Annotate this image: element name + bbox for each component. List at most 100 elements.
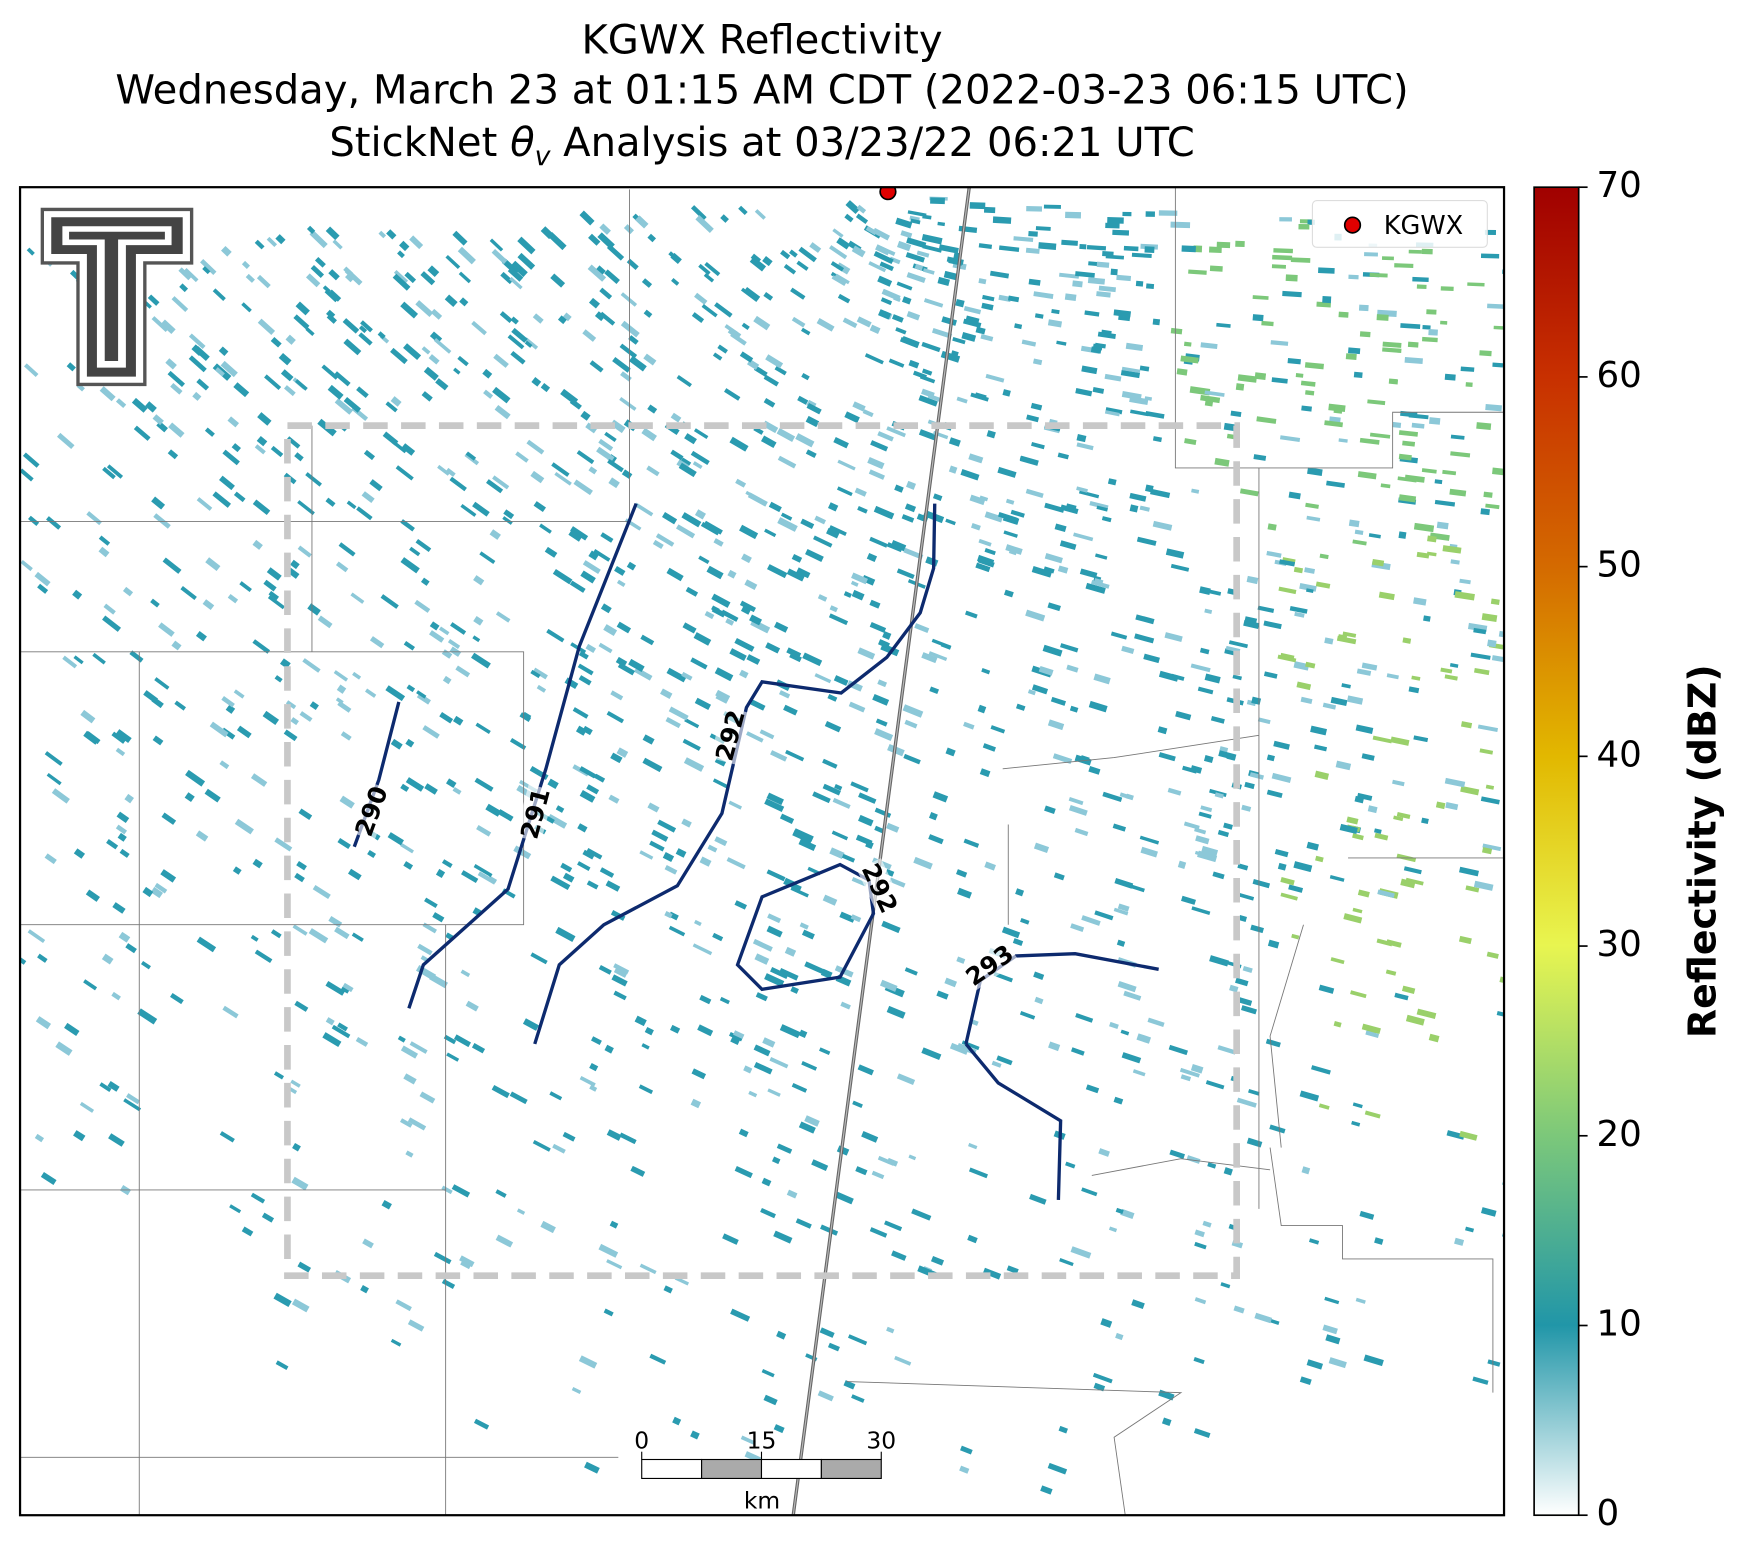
radar-echo	[858, 792, 877, 804]
radar-echo	[1112, 229, 1130, 236]
radar-echo	[305, 273, 321, 288]
radar-echo	[913, 856, 933, 870]
radar-echo	[1351, 1120, 1361, 1127]
radar-echo	[420, 577, 430, 586]
radar-echo	[111, 991, 121, 1001]
radar-echo	[754, 953, 770, 965]
radar-echo	[1165, 548, 1185, 559]
radar-echo	[326, 309, 336, 319]
radar-echo	[643, 309, 653, 318]
radar-echo	[911, 1208, 932, 1221]
radar-echo	[390, 738, 403, 750]
radar-echo	[252, 639, 271, 654]
radar-echo	[626, 561, 637, 571]
radar-echo	[1435, 801, 1446, 810]
radar-echo	[231, 443, 241, 453]
radar-echo	[599, 223, 611, 235]
radar-echo	[904, 967, 918, 976]
radar-echo	[676, 374, 692, 388]
radar-echo	[763, 292, 774, 301]
radar-echo	[655, 533, 675, 547]
radar-echo	[513, 845, 532, 860]
radar-echo	[1098, 1148, 1110, 1157]
radar-echo	[1013, 236, 1034, 243]
radar-echo	[790, 886, 809, 898]
radar-echo	[1411, 422, 1425, 429]
radar-echo	[192, 391, 202, 401]
radar-echo	[296, 860, 307, 871]
radar-echo	[575, 725, 587, 736]
radar-echo	[1034, 996, 1044, 1005]
radar-echo	[399, 240, 410, 252]
radar-echo	[309, 230, 328, 249]
radar-echo	[670, 412, 682, 423]
radar-echo	[1257, 605, 1275, 613]
radar-echo	[802, 652, 823, 667]
radar-echo	[254, 444, 266, 455]
radar-echo	[1015, 888, 1025, 897]
radar-echo	[334, 371, 351, 387]
radar-echo	[458, 271, 472, 284]
radar-echo	[386, 229, 397, 240]
radar-echo	[699, 856, 712, 867]
radar-echo	[1005, 544, 1023, 555]
radar-echo	[1085, 1084, 1100, 1094]
radar-echo	[1310, 725, 1328, 736]
radar-echo	[390, 396, 402, 407]
radar-echo	[1121, 391, 1142, 401]
radar-echo	[107, 1081, 120, 1092]
radar-echo	[690, 450, 710, 466]
radar-echo	[776, 1330, 787, 1340]
radar-echo	[578, 651, 589, 660]
radar-site	[879, 187, 897, 201]
radar-echo	[829, 605, 838, 613]
radar-echo	[959, 1465, 970, 1474]
radar-echo	[540, 383, 551, 393]
radar-echo	[1277, 654, 1297, 663]
radar-echo	[1467, 282, 1485, 287]
radar-echo	[1237, 374, 1257, 383]
radar-echo	[1135, 614, 1155, 625]
radar-echo	[1239, 488, 1259, 497]
radar-echo	[270, 336, 282, 348]
radar-echo	[499, 311, 513, 323]
radar-echo	[1128, 883, 1145, 893]
radar-echo	[587, 264, 607, 282]
radar-echo	[336, 684, 347, 694]
radar-echo	[1025, 609, 1046, 622]
radar-echo	[1426, 551, 1437, 557]
radar-echo	[131, 397, 148, 413]
radar-echo	[822, 894, 838, 906]
radar-echo	[1064, 293, 1077, 302]
radar-echo	[154, 882, 168, 894]
radar-echo	[270, 929, 282, 939]
radar-echo	[423, 366, 439, 381]
radar-echo	[152, 414, 164, 426]
radar-echo	[1047, 319, 1063, 328]
radar-echo	[348, 868, 362, 881]
radar-echo	[827, 1342, 840, 1352]
radar-echo	[290, 1079, 301, 1088]
radar-echo	[642, 734, 655, 745]
radar-echo	[1444, 777, 1466, 788]
radar-echo	[432, 912, 445, 923]
radar-echo	[268, 590, 280, 601]
radar-echo	[1357, 471, 1377, 480]
radar-echo	[1423, 615, 1431, 622]
radar-echo	[1120, 1029, 1130, 1036]
radar-echo	[941, 316, 957, 326]
radar-echo	[1076, 442, 1094, 451]
radar-echo	[1065, 503, 1077, 512]
radar-echo	[1094, 553, 1108, 560]
radar-echo	[968, 1167, 988, 1179]
radar-echo	[1244, 781, 1255, 790]
radar-echo	[969, 202, 986, 210]
radar-echo	[1398, 531, 1407, 539]
radar-echo	[1402, 440, 1416, 447]
colorbar-tick-label: 50	[1597, 545, 1642, 586]
radar-echo	[798, 246, 817, 263]
radar-echo	[1145, 484, 1154, 493]
radar-echo	[1152, 436, 1162, 443]
radar-echo	[1407, 341, 1419, 348]
radar-echo	[266, 236, 278, 248]
